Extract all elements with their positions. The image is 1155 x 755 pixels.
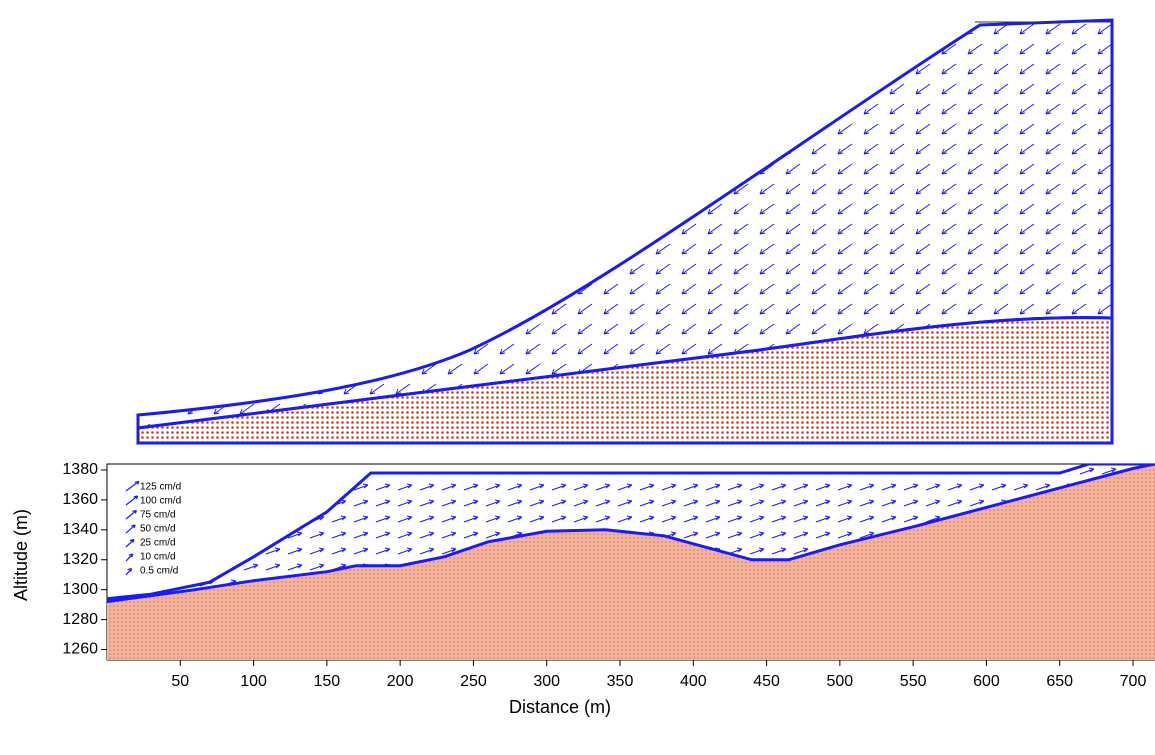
legend-label: 75 cm/d	[140, 510, 176, 521]
x-tick-label: 400	[680, 673, 707, 690]
legend-arrow	[125, 509, 137, 520]
legend-label: 25 cm/d	[140, 538, 176, 549]
x-tick-label: 700	[1120, 673, 1147, 690]
y-tick-label: 1280	[62, 611, 98, 628]
x-tick-label: 200	[387, 673, 414, 690]
legend-label: 125 cm/d	[140, 482, 181, 493]
legend-arrow	[125, 567, 133, 576]
legend-label: 10 cm/d	[140, 552, 176, 563]
y-tick-label: 1260	[62, 641, 98, 658]
x-tick-label: 600	[973, 673, 1000, 690]
legend-arrow	[125, 524, 136, 534]
legend-label: 100 cm/d	[140, 496, 181, 507]
bedrock-line	[107, 464, 1155, 604]
x-axis-label: Distance (m)	[509, 697, 611, 717]
x-tick-label: 350	[607, 673, 634, 690]
y-tick-label: 1340	[62, 521, 98, 538]
top-outline	[137, 21, 1112, 443]
top-bedrock	[136, 316, 1114, 445]
y-tick-label: 1300	[62, 581, 98, 598]
legend-arrow	[125, 480, 140, 492]
x-tick-label: 150	[314, 673, 341, 690]
legend-arrow	[125, 495, 139, 506]
bedrock-area	[107, 464, 1155, 660]
x-tick-label: 300	[533, 673, 560, 690]
x-tick-label: 550	[900, 673, 927, 690]
legend-label: 0.5 cm/d	[140, 566, 178, 577]
y-tick-label: 1360	[62, 491, 98, 508]
legend-arrow	[125, 538, 135, 548]
x-tick-label: 450	[753, 673, 780, 690]
legend-label: 50 cm/d	[140, 524, 176, 535]
x-tick-label: 50	[171, 673, 189, 690]
y-tick-label: 1380	[62, 461, 98, 478]
top-panel	[136, 18, 1114, 445]
x-tick-label: 650	[1046, 673, 1073, 690]
y-axis-label: Altitude (m)	[11, 509, 31, 601]
x-tick-label: 100	[240, 673, 267, 690]
x-tick-label: 250	[460, 673, 487, 690]
legend-arrow	[125, 553, 134, 562]
plot-area	[107, 464, 1155, 660]
x-tick-label: 500	[827, 673, 854, 690]
y-tick-label: 1320	[62, 551, 98, 568]
